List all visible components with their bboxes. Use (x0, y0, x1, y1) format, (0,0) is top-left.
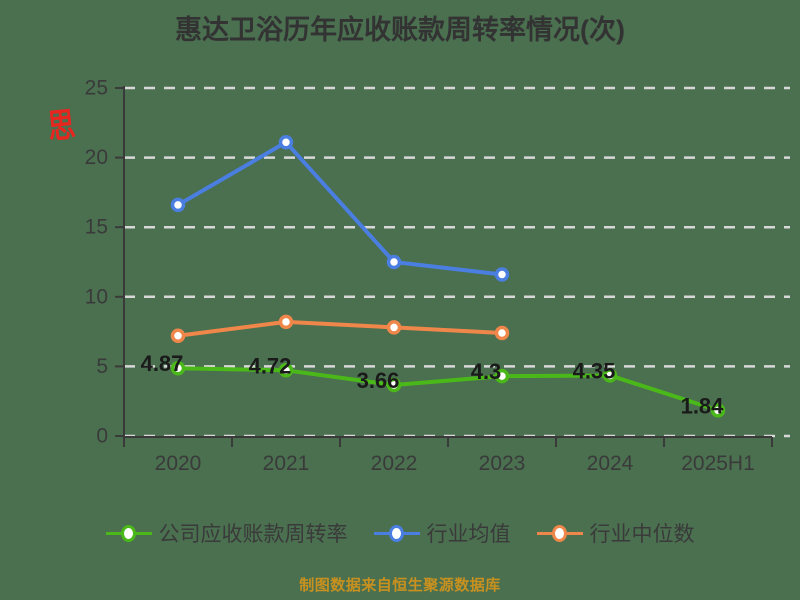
footer-source-note: 制图数据来自恒生聚源数据库 (299, 577, 501, 594)
legend-marker-icon (373, 521, 420, 545)
y-tick-label: 10 (85, 285, 108, 308)
data-value-label: 4.3 (471, 359, 502, 384)
series-lines-group (170, 135, 726, 418)
data-point-marker (170, 360, 186, 376)
legend-item[interactable]: 公司应收账款周转率 (105, 518, 348, 548)
y-tick-label: 0 (96, 425, 108, 448)
y-tick-label: 25 (85, 77, 108, 100)
legend-dot-swatch (389, 524, 404, 542)
data-point-marker (710, 403, 726, 418)
y-tick-label: 20 (85, 146, 108, 169)
data-point-marker (278, 314, 294, 330)
x-tick-label: 2024 (587, 452, 634, 475)
legend-marker-icon (105, 521, 152, 545)
series-line (176, 366, 720, 413)
legend-item[interactable]: 行业均值 (373, 518, 511, 548)
data-point-marker (494, 325, 510, 341)
data-value-label: 3.66 (357, 368, 400, 393)
data-point-marker (278, 135, 294, 150)
legend-marker-icon (536, 521, 583, 545)
data-point-marker (386, 377, 402, 393)
data-point-marker (170, 197, 186, 213)
gridlines-group (124, 86, 790, 438)
x-tick-label: 2025H1 (681, 452, 755, 475)
x-tick-label: 2022 (371, 452, 418, 475)
data-point-marker (170, 328, 186, 344)
legend-label: 行业中位数 (589, 523, 695, 546)
y-tick-label: 5 (96, 355, 108, 378)
data-point-marker (386, 254, 402, 270)
data-value-label: 4.35 (573, 358, 616, 383)
data-point-marker (494, 368, 510, 384)
data-point-marker (386, 320, 402, 335)
legend-item[interactable]: 行业中位数 (536, 518, 695, 548)
data-value-label: 4.72 (249, 353, 292, 378)
y-axis: 0 5 10 15 20 25 (85, 77, 125, 448)
legend-dot-swatch (552, 524, 567, 542)
chart-title: 惠达卫浴历年应收账款周转率情况(次) (175, 15, 625, 45)
data-point-marker (278, 363, 294, 378)
legend-label: 公司应收账款周转率 (158, 523, 348, 546)
plot-area: 0 5 10 15 20 25 2020 2021 2022 2023 2024 2025H1 4.… (85, 77, 790, 475)
x-axis: 2020 2021 2022 2023 2024 2025H1 (123, 436, 773, 475)
x-tick-label: 2021 (263, 452, 310, 475)
y-tick-label: 15 (85, 216, 108, 239)
data-point-marker (602, 368, 618, 383)
x-tick-label: 2020 (155, 452, 202, 475)
data-labels-group: 4.87 4.72 3.66 4.3 4.35 1.84 (141, 351, 725, 418)
data-value-label: 1.84 (681, 393, 725, 418)
chart-legend: 公司应收账款周转率 行业均值 行业中位数 (0, 518, 800, 548)
data-point-marker (494, 267, 510, 282)
legend-dot-swatch (121, 524, 136, 542)
series-line (176, 319, 504, 338)
x-tick-label: 2023 (479, 452, 526, 475)
legend-label: 行业均值 (426, 523, 511, 546)
series-line (176, 140, 504, 277)
data-value-label: 4.87 (141, 351, 184, 376)
